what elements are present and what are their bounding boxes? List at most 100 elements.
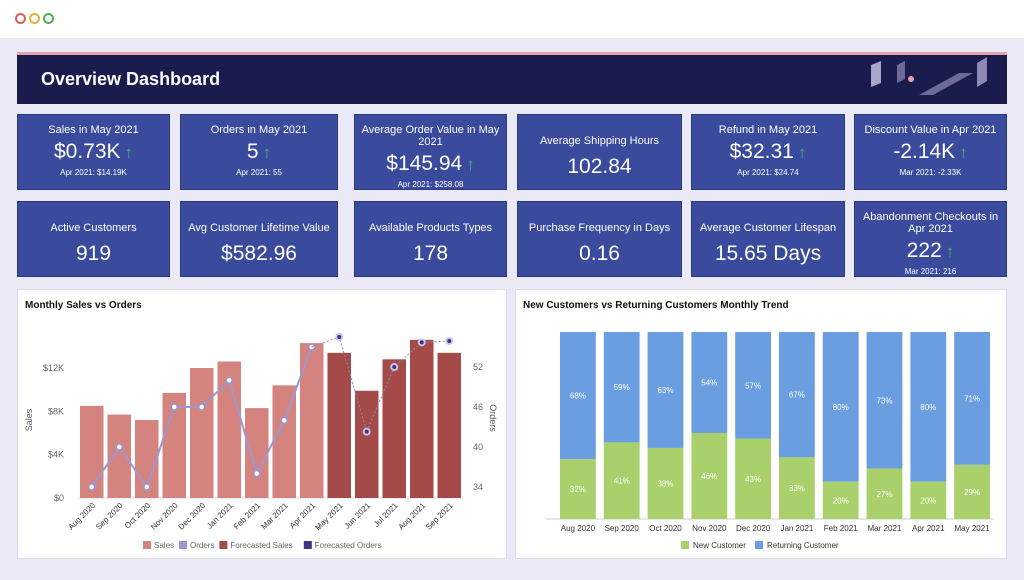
maximize-window-dot[interactable]	[43, 13, 54, 24]
forecast-orders-point	[390, 363, 399, 371]
x-tick-label: Aug 2020	[67, 501, 98, 532]
kpi-card: Abandonment Checkouts in Apr 2021 222 ↑ Ma…	[854, 201, 1007, 277]
y-tick-label: $12K	[43, 363, 64, 373]
orders-point	[225, 376, 233, 385]
y-tick-label: $4K	[48, 450, 64, 460]
new-customer-bar	[779, 457, 815, 519]
new-customer-bar	[603, 442, 640, 519]
new-customer-bar	[735, 438, 771, 519]
kpi-value: $145.94 ↑	[386, 152, 475, 175]
x-tick-label: Feb 2021	[232, 501, 263, 532]
customers-trend-chart: 32% 68% Aug 2020 41% 59% Sep 2020 38% 63% Oct 20…	[546, 332, 994, 550]
x-tick-label: Sep 2020	[94, 501, 125, 532]
kpi-comparison: Mar 2021: 216	[904, 267, 957, 276]
new-customer-data-label: 20%	[920, 496, 936, 505]
kpi-value: 178	[412, 242, 449, 265]
returning-customer-bar	[866, 332, 903, 469]
legend-item-returning-customer: Returning Customer	[767, 541, 839, 550]
kpi-value: $32.31 ↑	[729, 140, 807, 163]
kpi-value: $0.73K ↑	[53, 140, 134, 163]
forecast-orders-point	[417, 338, 426, 347]
forecast-sales-bar	[382, 359, 406, 498]
trend-up-icon: ↑	[797, 143, 807, 162]
returning-customer-bar	[779, 332, 815, 458]
kpi-value: 0.16	[579, 242, 620, 265]
kpi-comparison: Apr 2021: 55	[236, 168, 282, 177]
x-tick-label: Mar 2021	[259, 501, 290, 532]
kpi-value: 222 ↑	[906, 239, 955, 262]
kpi-comparison: Mar 2021: -2.33K	[899, 168, 962, 177]
kpi-card: Refund in May 2021 $32.31 ↑ Apr 2021: $24.…	[691, 114, 845, 190]
returning-customer-data-label: 80%	[833, 403, 849, 412]
x-tick-label: Feb 2021	[824, 524, 858, 533]
legend-item-forecasted-sales: Forecasted Sales	[230, 541, 292, 550]
x-tick-label: Nov 2020	[692, 524, 727, 533]
kpi-value: 15.65 Days	[714, 242, 822, 265]
new-customer-data-label: 32%	[570, 485, 586, 494]
x-tick-label: Sep 2021	[424, 501, 455, 532]
orders-point	[88, 483, 96, 491]
new-customer-bar	[866, 468, 903, 519]
x-tick-label: Aug 2020	[561, 524, 596, 533]
kpi-card: Sales in May 2021 $0.73K ↑ Apr 2021: $14.1…	[17, 114, 170, 190]
kpi-title: Refund in May 2021	[718, 124, 818, 136]
sales-bar	[107, 414, 131, 498]
sales-bar	[217, 361, 241, 498]
forecast-sales-bar	[410, 339, 434, 498]
window-titlebar	[0, 0, 1024, 38]
new-customer-data-label: 29%	[964, 488, 980, 497]
kpi-title: Average Shipping Hours	[539, 135, 660, 147]
new-customer-bar	[691, 432, 728, 519]
dashboard-header: Overview Dashboard	[17, 52, 1007, 104]
trend-up-icon: ↑	[945, 242, 955, 261]
x-tick-label: Jun 2021	[343, 501, 373, 531]
returning-customer-bar	[954, 332, 990, 465]
orders-point	[253, 469, 261, 478]
orders-point	[198, 403, 206, 411]
page-title: Overview Dashboard	[41, 69, 221, 89]
returning-customer-data-label: 59%	[614, 383, 630, 392]
x-tick-label: Sep 2020	[605, 524, 640, 533]
y2-tick-label: 34	[473, 482, 483, 492]
kpi-title: Available Products Types	[368, 222, 493, 234]
kpi-title: Discount Value in Apr 2021	[864, 124, 997, 136]
chart-title: Monthly Sales vs Orders	[25, 300, 142, 311]
kpi-value: 102.84	[567, 155, 632, 178]
kpi-title: Orders in May 2021	[210, 124, 308, 136]
kpi-value: 919	[75, 242, 112, 265]
returning-customer-bar	[735, 332, 771, 439]
kpi-title: Avg Customer Lifetime Value	[188, 222, 330, 234]
x-tick-label: Mar 2021	[868, 524, 902, 533]
returning-customer-bar	[822, 332, 859, 482]
legend-swatch	[143, 541, 151, 549]
minimize-window-dot[interactable]	[29, 13, 40, 24]
kpi-title: Active Customers	[50, 222, 137, 234]
legend-swatch	[755, 541, 763, 549]
y2-tick-label: 52	[473, 362, 483, 372]
x-tick-label: Jan 2021	[205, 501, 235, 531]
returning-customer-data-label: 63%	[657, 386, 673, 395]
forecast-sales-bar	[355, 390, 379, 498]
orders-point	[143, 483, 151, 491]
y2-tick-label: 46	[473, 402, 483, 412]
x-tick-label: Jan 2021	[780, 524, 813, 533]
kpi-card: Active Customers 919	[17, 201, 170, 277]
new-customer-bar	[822, 481, 859, 519]
forecast-orders-line	[311, 336, 450, 434]
kpi-comparison: Apr 2021: $24.74	[737, 168, 799, 177]
kpi-card: Avg Customer Lifetime Value $582.96	[180, 201, 338, 277]
returning-customer-data-label: 57%	[745, 381, 761, 390]
x-tick-label: Apr 2021	[912, 524, 945, 533]
forecast-orders-point	[445, 337, 454, 345]
trend-up-icon: ↑	[124, 143, 134, 162]
kpi-card: Average Order Value in May 2021 $145.94 ↑…	[354, 114, 507, 190]
legend-item-orders: Orders	[190, 541, 214, 550]
legend-swatch	[681, 541, 689, 549]
sales-bar	[300, 343, 324, 498]
new-customer-data-label: 43%	[745, 475, 761, 484]
close-window-dot[interactable]	[15, 13, 26, 24]
returning-customer-bar	[647, 332, 684, 448]
returning-customer-data-label: 73%	[876, 396, 892, 405]
orders-point	[280, 416, 288, 425]
kpi-card: Purchase Frequency in Days 0.16	[517, 201, 682, 277]
